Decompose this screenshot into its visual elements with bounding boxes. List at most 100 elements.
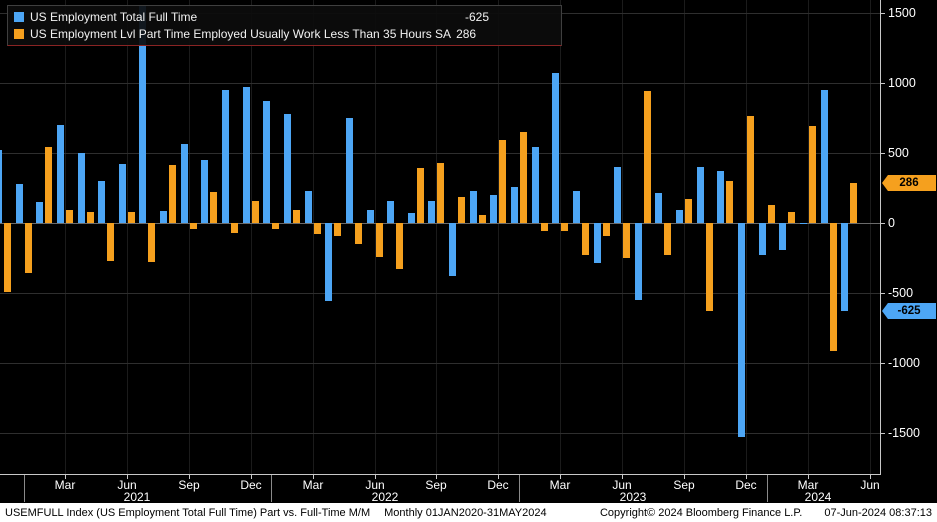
bar-part-time <box>458 197 466 223</box>
y-tick-mark <box>881 223 885 224</box>
bar-full-time <box>511 186 518 223</box>
gridline <box>0 363 880 364</box>
x-tick-mark <box>65 475 66 479</box>
bar-part-time <box>685 198 693 223</box>
bar-full-time <box>696 167 704 223</box>
x-axis: Mar Jun Sep Dec Mar Jun Sep Dec Mar Jun Sep Dec Mar J… <box>0 475 881 504</box>
bar-full-time <box>98 181 106 223</box>
bar-full-time <box>779 223 787 250</box>
bar-full-time <box>469 190 477 223</box>
plot-area[interactable] <box>0 0 881 475</box>
bar-part-time <box>375 223 383 257</box>
axis-callout-part-time: 286 <box>882 175 936 191</box>
legend-item-full-time[interactable]: US Employment Total Full Time -625 <box>14 8 555 25</box>
bar-part-time <box>107 223 115 261</box>
bar-full-time <box>36 202 44 223</box>
vertical-gridline <box>622 0 624 474</box>
vertical-gridline <box>64 0 66 474</box>
bar-full-time <box>799 223 807 224</box>
vertical-gridline <box>498 0 500 474</box>
bar-part-time <box>520 132 527 223</box>
gridline <box>0 83 880 84</box>
y-tick-label: -1000 <box>888 356 920 370</box>
y-tick-mark <box>881 433 885 434</box>
bar-full-time <box>449 223 457 277</box>
year-separator <box>519 475 520 502</box>
gridline <box>0 153 880 154</box>
x-tick-label: Mar <box>302 478 324 492</box>
legend-swatch-part-time-icon <box>14 28 24 39</box>
x-tick-mark <box>251 475 252 479</box>
bar-part-time <box>664 223 672 256</box>
legend: US Employment Total Full Time -625 US Em… <box>7 5 562 46</box>
legend-label-part-time: US Employment Lvl Part Time Employed Usu… <box>30 26 452 41</box>
y-axis: 1500 1000 500 0 -500 -1000 -1500 286 -625 <box>881 0 937 503</box>
bar-full-time <box>15 183 23 223</box>
bar-part-time <box>788 211 796 223</box>
vertical-gridline <box>312 0 314 474</box>
legend-value-full-time: -625 <box>464 9 489 24</box>
vertical-gridline <box>250 0 252 474</box>
year-separator <box>271 475 272 502</box>
bar-part-time <box>643 90 651 223</box>
x-tick-label: Jun <box>365 478 385 492</box>
bar-part-time <box>808 126 816 223</box>
axis-callout-full-time: -625 <box>882 303 936 319</box>
x-tick-label: Dec <box>487 478 509 492</box>
x-tick-label: Dec <box>240 478 262 492</box>
x-tick-label: Sep <box>673 478 695 492</box>
bar-full-time <box>758 223 766 256</box>
bar-part-time <box>210 191 218 223</box>
footer-range: Monthly 01JAN2020-31MAY2024 <box>384 506 547 519</box>
year-label: 2024 <box>804 490 832 504</box>
bar-full-time <box>118 164 126 223</box>
bar-part-time <box>354 223 362 244</box>
bar-full-time <box>345 118 353 223</box>
bar-part-time <box>251 200 259 223</box>
x-tick-mark <box>746 475 747 479</box>
footer-title: USEMFULL Index (US Employment Total Full… <box>5 506 371 519</box>
bar-full-time <box>242 86 250 223</box>
bar-full-time <box>820 90 828 223</box>
gridline <box>0 433 880 434</box>
y-tick-mark <box>881 363 885 364</box>
x-tick-mark <box>498 475 499 479</box>
bar-part-time <box>705 223 713 311</box>
bar-part-time <box>478 215 486 223</box>
x-tick-label: Mar <box>549 478 571 492</box>
bar-part-time <box>747 116 755 223</box>
legend-swatch-full-time-icon <box>14 11 24 22</box>
legend-item-part-time[interactable]: US Employment Lvl Part Time Employed Usu… <box>14 25 555 42</box>
x-tick-label: Mar <box>797 478 819 492</box>
bar-part-time <box>148 223 156 263</box>
bar-full-time <box>56 125 64 223</box>
x-tick-label: Dec <box>735 478 757 492</box>
bar-part-time <box>726 181 734 223</box>
vertical-gridline <box>560 0 562 474</box>
y-tick-mark <box>881 153 885 154</box>
bar-full-time <box>552 73 560 223</box>
x-tick-mark <box>684 475 685 479</box>
bar-full-time <box>77 153 85 223</box>
bar-part-time <box>334 223 342 236</box>
bar-full-time <box>634 223 642 300</box>
bar-part-time <box>540 223 548 232</box>
y-tick-mark <box>881 83 885 84</box>
bar-part-time <box>4 223 11 292</box>
legend-value-part-time: 286 <box>456 26 477 41</box>
zero-gridline <box>0 223 880 224</box>
year-separator <box>767 475 768 502</box>
bar-part-time <box>561 223 569 231</box>
x-tick-mark <box>127 475 128 479</box>
bar-full-time <box>0 150 2 223</box>
bar-full-time <box>325 223 333 302</box>
bar-part-time <box>623 223 631 258</box>
bar-full-time <box>139 6 147 223</box>
footer: USEMFULL Index (US Employment Total Full… <box>0 503 937 522</box>
year-label: 2022 <box>371 490 399 504</box>
bar-full-time <box>366 210 374 223</box>
bar-part-time <box>602 223 610 237</box>
bar-full-time <box>407 212 415 223</box>
bar-part-time <box>437 162 445 223</box>
bar-part-time <box>313 223 321 234</box>
